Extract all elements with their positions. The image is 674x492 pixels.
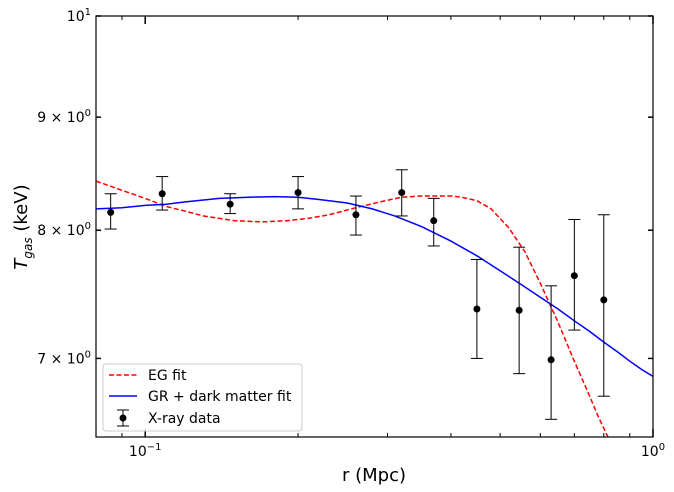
xray-data-point-3	[292, 176, 305, 210]
fit-curves	[96, 180, 653, 437]
xray-marker-9	[547, 356, 555, 364]
xray-data-point-5	[395, 169, 408, 217]
xray-data-point-1	[156, 176, 169, 211]
legend-gr-fit-label: GR + dark matter fit	[148, 389, 292, 405]
xray-data-point-7	[470, 258, 483, 359]
xray-marker-7	[473, 305, 481, 313]
xray-marker-3	[294, 189, 302, 197]
legend-box	[102, 363, 303, 432]
xray-marker-0	[107, 208, 115, 216]
eg-fit-curve	[96, 180, 609, 437]
xray-marker-4	[352, 211, 360, 219]
y-tick-label-1: 8 × 100	[37, 221, 91, 239]
xray-data-point-2	[224, 193, 237, 215]
xray-marker-11	[600, 296, 608, 304]
legend-eg-fit-label: EG fit	[148, 368, 187, 384]
y-tick-label-3: 101	[67, 7, 91, 25]
y-axis-label-symbol: T	[11, 257, 32, 270]
xray-data-point-9	[545, 285, 558, 420]
xray-marker-6	[430, 217, 438, 225]
axes-frame	[95, 15, 654, 438]
axis-ticks: 7 × 100 8 × 100 9 × 100 101 10−1 100	[37, 7, 665, 460]
legend-xray-label: X-ray data	[148, 411, 221, 427]
x-tick-label-0: 10−1	[129, 442, 162, 460]
x-axis-label: r (Mpc)	[342, 465, 406, 486]
xray-data-point-6	[427, 197, 440, 247]
xray-marker-1	[158, 190, 166, 198]
y-axis-label: Tgas (keV)	[11, 184, 35, 269]
xray-data-point-4	[349, 195, 362, 236]
xray-marker-10	[570, 272, 578, 280]
xray-marker-8	[515, 306, 523, 314]
y-axis-label-subscript: gas	[21, 237, 35, 258]
xray-marker-5	[398, 189, 406, 197]
xray-marker-2	[226, 200, 234, 208]
xray-data-point-0	[104, 193, 117, 230]
xray-data-point-11	[597, 214, 610, 397]
xray-data-point-8	[513, 246, 526, 375]
y-tick-label-2: 9 × 100	[37, 108, 91, 126]
y-axis-label-unit: (keV)	[11, 184, 32, 237]
gr-dark-matter-fit-curve	[96, 195, 653, 378]
legend-xray-marker	[119, 414, 127, 422]
x-tick-label-1: 100	[641, 442, 665, 460]
legend: EG fit GR + dark matter fit X-ray data	[102, 363, 303, 432]
y-tick-label-0: 7 × 100	[37, 349, 91, 367]
xray-data-points	[104, 169, 610, 420]
xray-data-point-10	[568, 218, 581, 331]
